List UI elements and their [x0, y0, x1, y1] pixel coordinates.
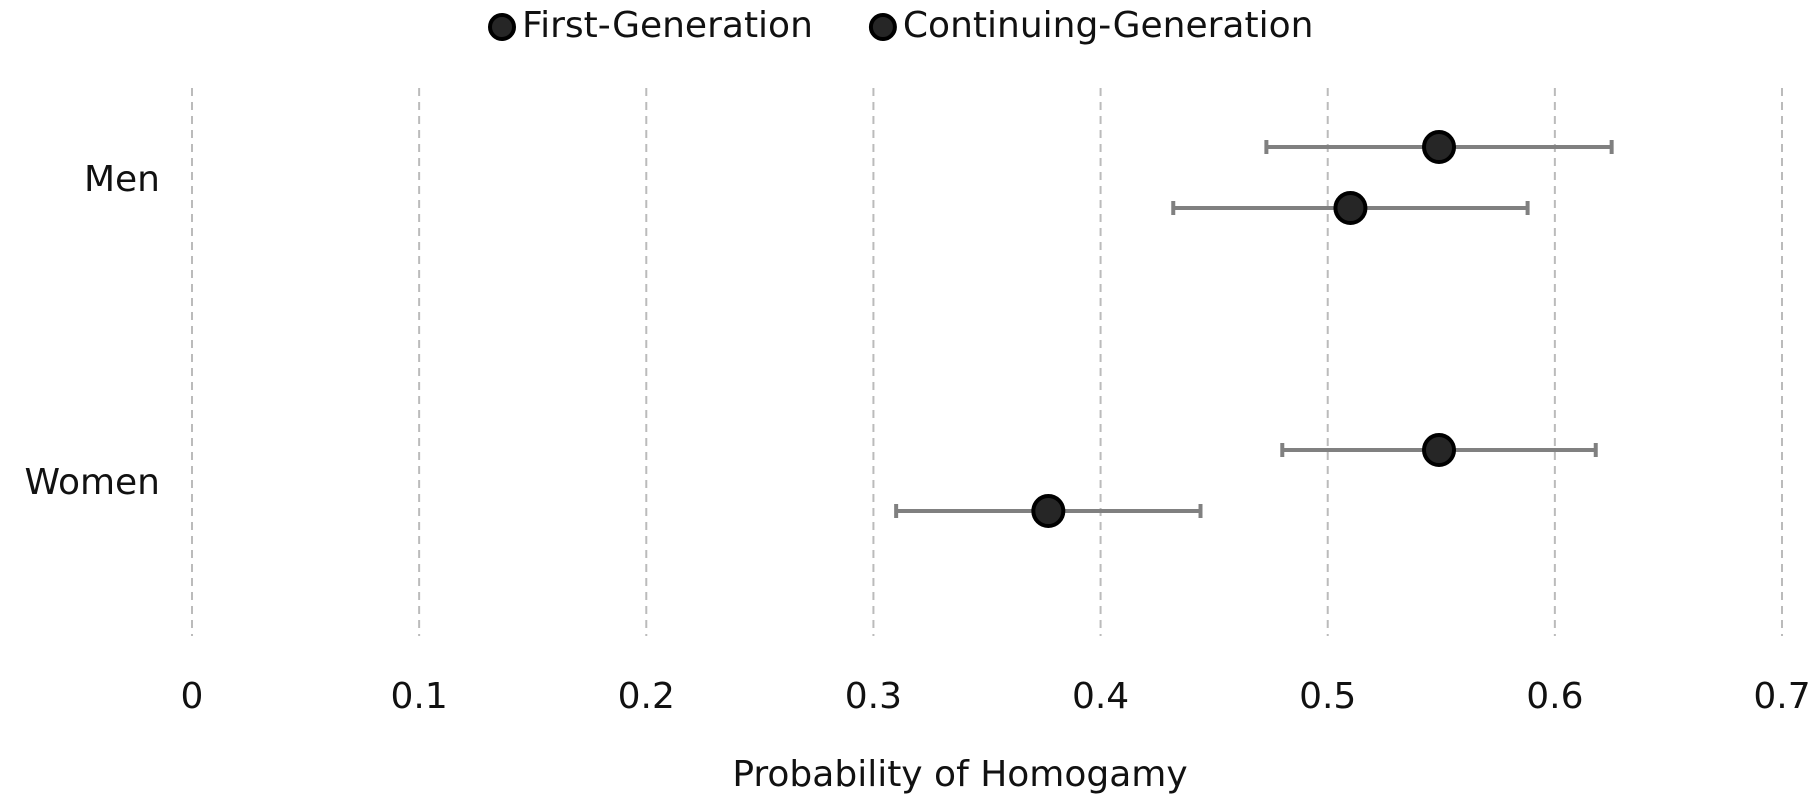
x-tick-label: 0.6: [1526, 676, 1583, 717]
x-tick-label: 0.1: [391, 676, 448, 717]
x-axis-title: Probability of Homogamy: [732, 754, 1187, 795]
dot: [1031, 494, 1066, 528]
x-tick-label: 0.7: [1753, 676, 1810, 717]
y-tick-label: Women: [24, 462, 160, 503]
x-tick-label: 0.3: [845, 676, 902, 717]
legend-marker: [868, 13, 897, 41]
dot: [1422, 130, 1457, 164]
legend-label: First-Generation: [522, 5, 813, 46]
x-tick-label: 0: [181, 676, 204, 717]
legend-marker: [488, 13, 516, 41]
dot: [1333, 191, 1368, 225]
y-tick-label: Men: [84, 159, 160, 200]
legend-label: Continuing-Generation: [903, 5, 1314, 46]
dot: [1422, 433, 1457, 467]
x-tick-label: 0.4: [1072, 676, 1129, 717]
x-tick-label: 0.2: [618, 676, 675, 717]
x-tick-label: 0.5: [1299, 676, 1356, 717]
